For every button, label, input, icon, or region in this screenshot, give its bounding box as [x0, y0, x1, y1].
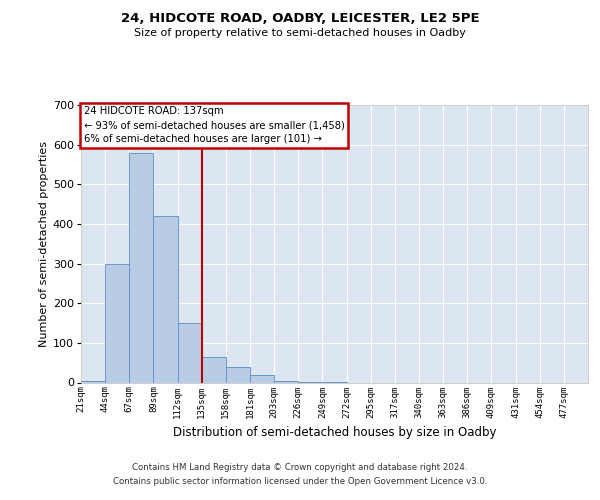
- Text: Size of property relative to semi-detached houses in Oadby: Size of property relative to semi-detach…: [134, 28, 466, 38]
- Bar: [81, 380, 105, 382]
- Bar: [274, 380, 298, 382]
- Bar: [129, 152, 154, 382]
- Y-axis label: Number of semi-detached properties: Number of semi-detached properties: [39, 141, 49, 347]
- Text: 24, HIDCOTE ROAD, OADBY, LEICESTER, LE2 5PE: 24, HIDCOTE ROAD, OADBY, LEICESTER, LE2 …: [121, 12, 479, 26]
- Text: Contains HM Land Registry data © Crown copyright and database right 2024.: Contains HM Land Registry data © Crown c…: [132, 464, 468, 472]
- Bar: [250, 374, 274, 382]
- Bar: [178, 323, 202, 382]
- X-axis label: Distribution of semi-detached houses by size in Oadby: Distribution of semi-detached houses by …: [173, 426, 496, 439]
- Bar: [226, 366, 250, 382]
- Bar: [105, 264, 129, 382]
- Bar: [202, 356, 226, 382]
- Text: 24 HIDCOTE ROAD: 137sqm
← 93% of semi-detached houses are smaller (1,458)
6% of : 24 HIDCOTE ROAD: 137sqm ← 93% of semi-de…: [83, 106, 344, 144]
- Text: Contains public sector information licensed under the Open Government Licence v3: Contains public sector information licen…: [113, 477, 487, 486]
- Bar: [154, 216, 178, 382]
